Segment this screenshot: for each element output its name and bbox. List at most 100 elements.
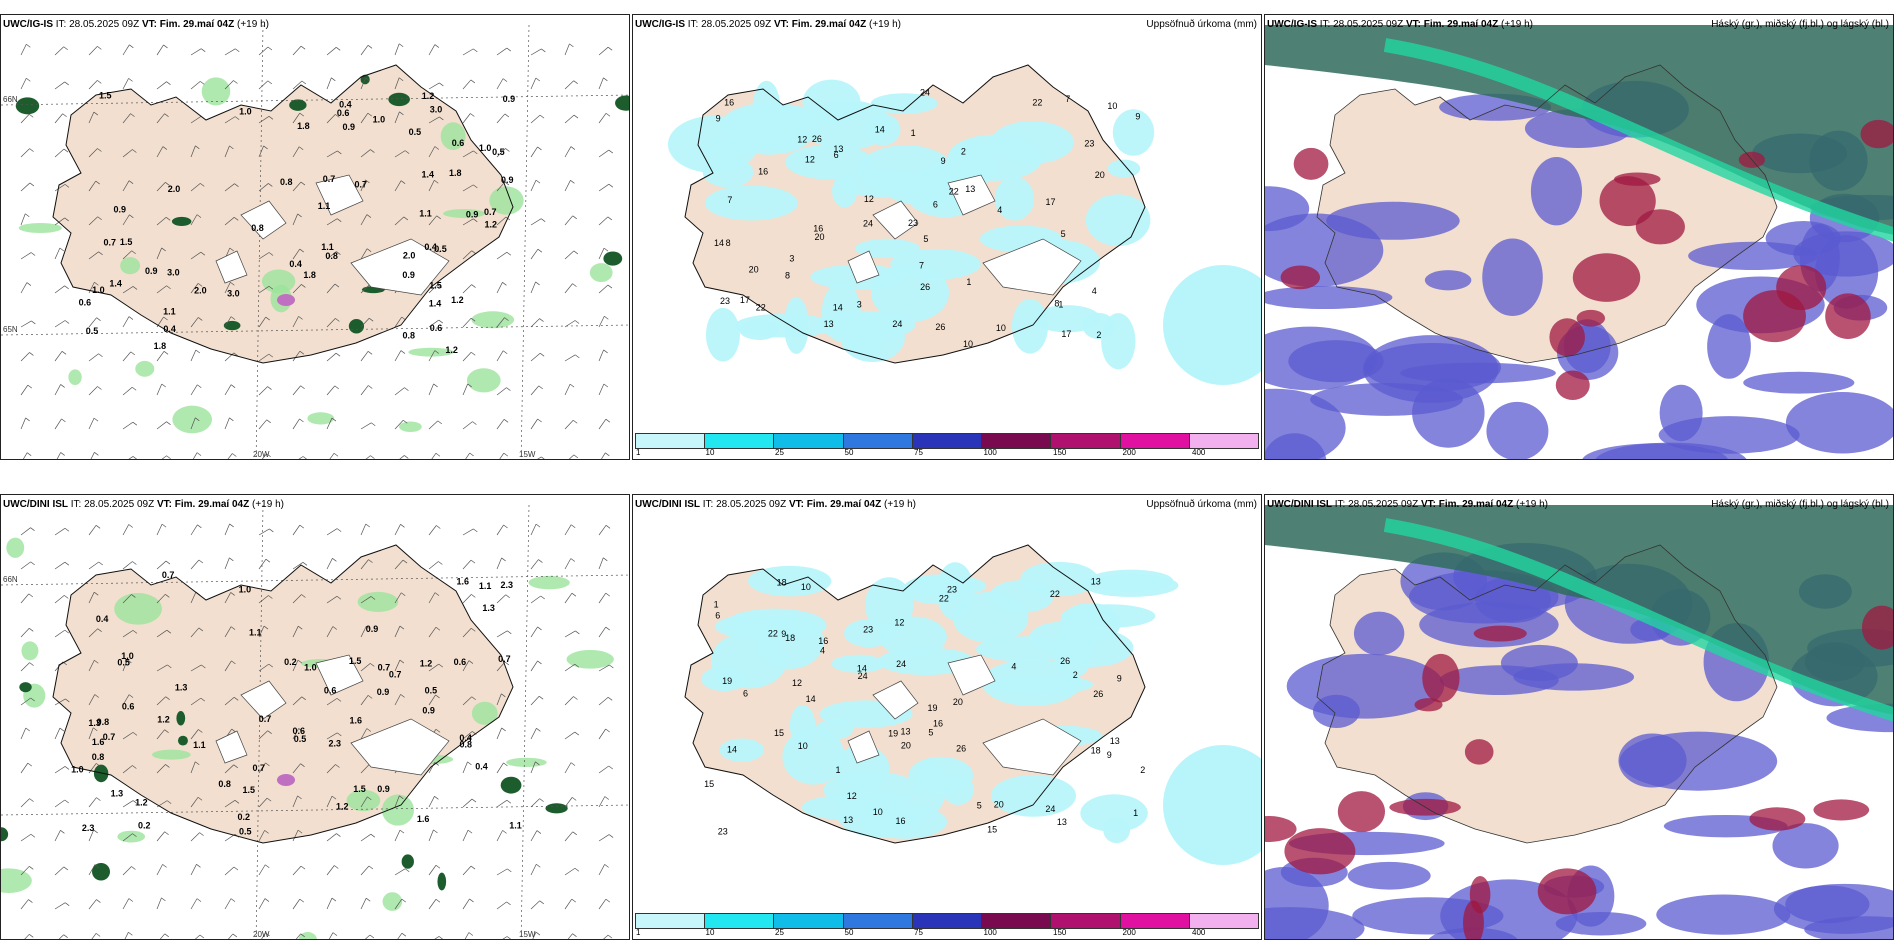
value-label: 2.3 (328, 739, 341, 749)
wind-barb (20, 527, 31, 536)
wind-barb (326, 764, 336, 774)
wind-barb (132, 286, 138, 290)
wind-barb (127, 659, 132, 664)
accumulated-precip-map-igis: UWC/IG-IS IT: 28.05.2025 09Z VT: Fim. 29… (632, 14, 1262, 460)
wind-barb (428, 350, 436, 362)
wind-barb (572, 215, 577, 220)
graticule (255, 24, 264, 459)
value-label: 6 (743, 688, 748, 698)
coastline (1316, 544, 1778, 844)
wind-barb (496, 727, 502, 740)
wind-barb (269, 528, 274, 533)
value-label: 1.5 (99, 90, 112, 100)
wind-barb (530, 146, 538, 158)
wind-barb (88, 829, 94, 842)
value-label: 1.0 (479, 143, 492, 153)
wind-barb (535, 281, 540, 286)
value-label: 0.2 (238, 812, 251, 822)
wind-barb (394, 316, 402, 328)
wind-barb (59, 247, 65, 252)
wind-barb (94, 452, 99, 456)
wind-barb (297, 659, 303, 664)
colorbar-tick: 400 (1192, 928, 1206, 937)
wind-barb (462, 696, 472, 706)
precip-area (719, 738, 765, 762)
wind-barb (156, 44, 164, 56)
wind-barb (434, 762, 439, 766)
wind-barb (162, 864, 167, 868)
wind-barb (400, 350, 406, 354)
value-label: 1.0 (71, 765, 84, 775)
value-label: 0.4 (459, 733, 472, 743)
wind-barb (224, 697, 235, 706)
wind-barb (436, 525, 441, 529)
wind-barb (299, 418, 304, 423)
wind-barb (365, 897, 371, 902)
wind-barb (156, 146, 164, 158)
wind-barb (298, 146, 304, 151)
wind-barb (607, 934, 613, 939)
value-label: 24 (892, 319, 902, 329)
wind-barb (190, 559, 200, 570)
wind-barb (326, 865, 335, 876)
wind-barb (22, 452, 28, 459)
wind-barb (64, 285, 69, 290)
wind-barb (473, 528, 478, 533)
wind-barb (570, 558, 576, 562)
wind-barb (31, 320, 36, 325)
wind-barb (402, 559, 408, 564)
wind-barb (332, 932, 338, 936)
wind-barb (326, 595, 338, 604)
precip-core (171, 216, 192, 226)
wind-barb (571, 898, 576, 903)
wind-barb (433, 829, 438, 834)
mid-cloud-area (1813, 799, 1870, 821)
panel-header: UWC/IG-IS IT: 28.05.2025 09Z VT: Fim. 29… (635, 19, 901, 30)
colorbar-tick: 75 (914, 928, 923, 937)
wind-barb (573, 114, 579, 119)
value-label: 4 (997, 205, 1002, 215)
precip-core (176, 711, 186, 726)
wind-barb (434, 179, 439, 184)
wind-barb (64, 902, 70, 906)
wind-barb (60, 830, 65, 834)
low-cloud-area (1814, 235, 1879, 309)
wind-barb (394, 868, 406, 876)
wind-barb (398, 43, 404, 48)
wind-barb (54, 46, 64, 56)
value-label: 1.5 (243, 785, 256, 795)
value-label: 2 (961, 146, 966, 156)
wind-barb (370, 663, 375, 667)
wind-barb (298, 316, 303, 320)
wind-barb (94, 694, 99, 698)
wind-barb (292, 248, 301, 260)
wind-barb (326, 626, 334, 638)
wind-barb (230, 281, 235, 286)
precip-shading (466, 368, 501, 393)
wind-barb (394, 111, 400, 124)
axis-lon-label: 15W (519, 450, 536, 459)
precip-shading (201, 77, 231, 106)
precip-shading (381, 794, 415, 826)
wind-barb (29, 352, 34, 356)
wind-barb (598, 316, 605, 328)
wind-barb (20, 213, 26, 226)
wind-barb (571, 592, 577, 597)
coastline (52, 64, 514, 364)
wind-barb (196, 864, 201, 868)
wind-barb (598, 796, 606, 808)
value-label: 1.4 (429, 298, 442, 308)
wind-barb (535, 179, 541, 184)
wind-barb (165, 696, 170, 700)
wind-barb (537, 456, 542, 459)
wind-barb (128, 180, 134, 184)
wind-barb (505, 594, 510, 599)
wind-barb (496, 901, 507, 910)
wind-barb (428, 284, 438, 294)
value-label: 1.1 (321, 242, 334, 252)
precip-area (976, 636, 1077, 663)
wind-barb (198, 627, 204, 632)
value-label: 0.7 (389, 670, 402, 680)
wind-barb (329, 453, 335, 459)
wind-barb (130, 113, 135, 117)
